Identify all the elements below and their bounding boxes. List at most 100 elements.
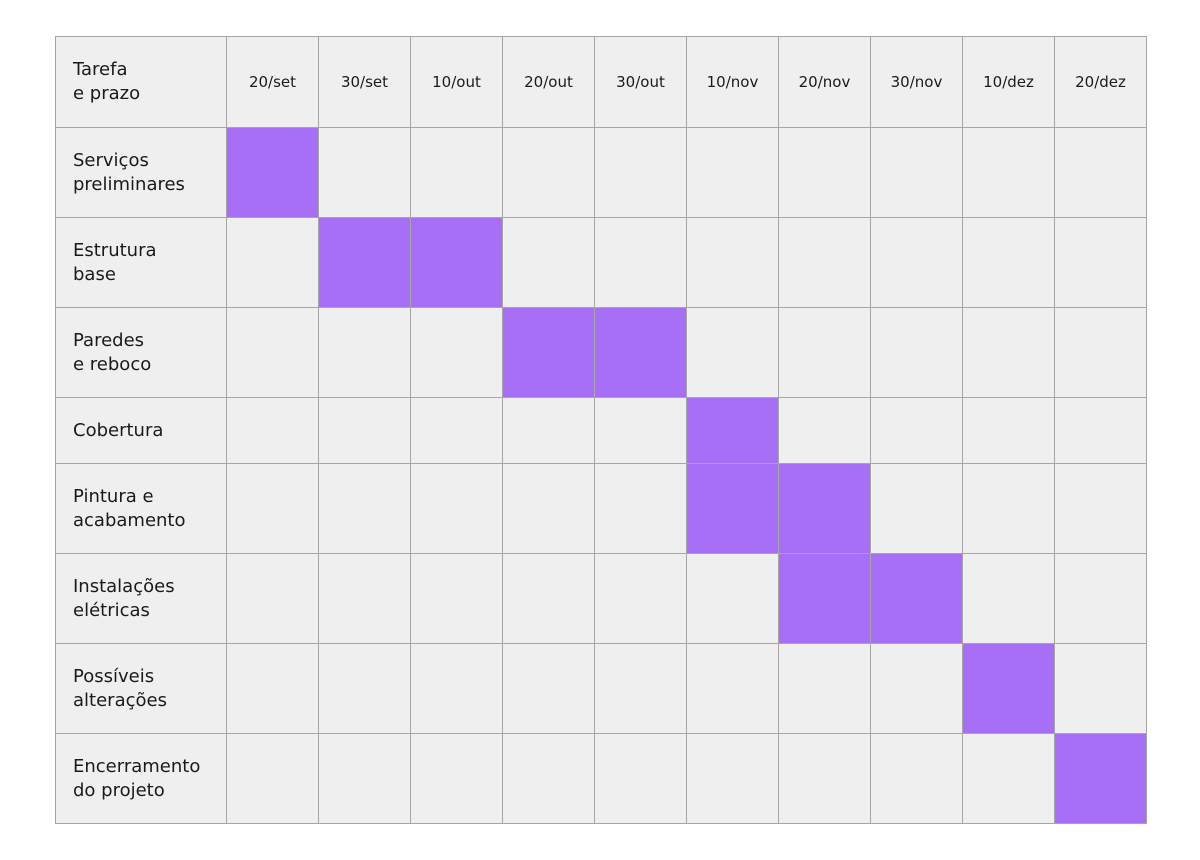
gantt-empty-cell [778, 733, 871, 824]
header-row: Tarefa e prazo 20/set 30/set 10/out 20/out 3… [55, 36, 1147, 128]
gantt-empty-cell [410, 127, 503, 218]
gantt-bar-cell [778, 463, 871, 554]
gantt-bar-cell [870, 553, 963, 644]
task-row: Paredes e reboco [55, 307, 1147, 398]
period-header: 20/out [502, 36, 595, 128]
gantt-empty-cell [226, 217, 319, 308]
gantt-empty-cell [502, 643, 595, 734]
gantt-empty-cell [410, 307, 503, 398]
gantt-bar-cell [502, 307, 595, 398]
period-header: 10/out [410, 36, 503, 128]
period-header: 20/set [226, 36, 319, 128]
task-label-line: alterações [73, 689, 167, 711]
gantt-empty-cell [686, 553, 779, 644]
task-row: Pintura e acabamento [55, 463, 1147, 554]
gantt-empty-cell [870, 397, 963, 464]
task-label-line: preliminares [73, 173, 185, 195]
task-label: Cobertura [55, 397, 227, 464]
task-label: Instalações elétricas [55, 553, 227, 644]
task-row: Estrutura base [55, 217, 1147, 308]
gantt-empty-cell [686, 643, 779, 734]
gantt-empty-cell [962, 397, 1055, 464]
gantt-bar-cell [410, 217, 503, 308]
task-label: Paredes e reboco [55, 307, 227, 398]
gantt-empty-cell [778, 397, 871, 464]
task-row: Possíveis alterações [55, 643, 1147, 734]
gantt-empty-cell [410, 463, 503, 554]
gantt-empty-cell [502, 553, 595, 644]
gantt-empty-cell [1054, 553, 1147, 644]
gantt-empty-cell [870, 217, 963, 308]
gantt-empty-cell [594, 397, 687, 464]
gantt-empty-cell [870, 463, 963, 554]
task-label-line: acabamento [73, 509, 186, 531]
task-label-line: Serviços [73, 149, 149, 171]
period-header: 30/set [318, 36, 411, 128]
gantt-empty-cell [502, 733, 595, 824]
gantt-bar-cell [686, 463, 779, 554]
gantt-empty-cell [1054, 307, 1147, 398]
gantt-empty-cell [778, 643, 871, 734]
gantt-empty-cell [410, 397, 503, 464]
task-label-line: elétricas [73, 599, 150, 621]
gantt-empty-cell [962, 127, 1055, 218]
gantt-empty-cell [594, 643, 687, 734]
gantt-empty-cell [686, 217, 779, 308]
gantt-empty-cell [962, 463, 1055, 554]
task-label-line: Paredes [73, 329, 145, 351]
gantt-empty-cell [686, 307, 779, 398]
gantt-empty-cell [410, 643, 503, 734]
gantt-empty-cell [594, 553, 687, 644]
gantt-empty-cell [226, 307, 319, 398]
task-label-line: Pintura e [73, 485, 154, 507]
gantt-bar-cell [594, 307, 687, 398]
gantt-empty-cell [686, 127, 779, 218]
gantt-empty-cell [1054, 127, 1147, 218]
gantt-empty-cell [410, 733, 503, 824]
gantt-empty-cell [318, 127, 411, 218]
gantt-empty-cell [594, 463, 687, 554]
gantt-empty-cell [962, 733, 1055, 824]
gantt-empty-cell [594, 217, 687, 308]
gantt-empty-cell [778, 307, 871, 398]
task-label: Pintura e acabamento [55, 463, 227, 554]
gantt-empty-cell [226, 397, 319, 464]
task-label: Serviços preliminares [55, 127, 227, 218]
gantt-bar-cell [1054, 733, 1147, 824]
task-row: Serviços preliminares [55, 127, 1147, 218]
task-label-line: e reboco [73, 353, 152, 375]
gantt-empty-cell [870, 643, 963, 734]
gantt-empty-cell [870, 307, 963, 398]
gantt-bar-cell [686, 397, 779, 464]
gantt-empty-cell [502, 217, 595, 308]
task-row: Instalações elétricas [55, 553, 1147, 644]
gantt-empty-cell [502, 127, 595, 218]
period-header: 30/out [594, 36, 687, 128]
gantt-empty-cell [962, 217, 1055, 308]
gantt-empty-cell [226, 553, 319, 644]
task-label-line: Instalações [73, 575, 175, 597]
period-header: 20/nov [778, 36, 871, 128]
gantt-empty-cell [1054, 643, 1147, 734]
gantt-empty-cell [318, 553, 411, 644]
gantt-bar-cell [778, 553, 871, 644]
gantt-empty-cell [410, 553, 503, 644]
gantt-empty-cell [502, 397, 595, 464]
gantt-empty-cell [318, 733, 411, 824]
gantt-empty-cell [226, 643, 319, 734]
gantt-empty-cell [962, 553, 1055, 644]
gantt-bar-cell [226, 127, 319, 218]
gantt-chart: Tarefa e prazo 20/set 30/set 10/out 20/out 3… [55, 36, 1147, 824]
gantt-empty-cell [1054, 217, 1147, 308]
gantt-empty-cell [318, 307, 411, 398]
gantt-empty-cell [1054, 463, 1147, 554]
period-header: 10/nov [686, 36, 779, 128]
gantt-empty-cell [502, 463, 595, 554]
gantt-body: Serviços preliminares Estrutura base Paredes… [55, 127, 1147, 824]
gantt-empty-cell [870, 733, 963, 824]
task-label-line: base [73, 263, 116, 285]
task-label: Possíveis alterações [55, 643, 227, 734]
gantt-empty-cell [778, 217, 871, 308]
gantt-empty-cell [686, 733, 779, 824]
period-header: 30/nov [870, 36, 963, 128]
